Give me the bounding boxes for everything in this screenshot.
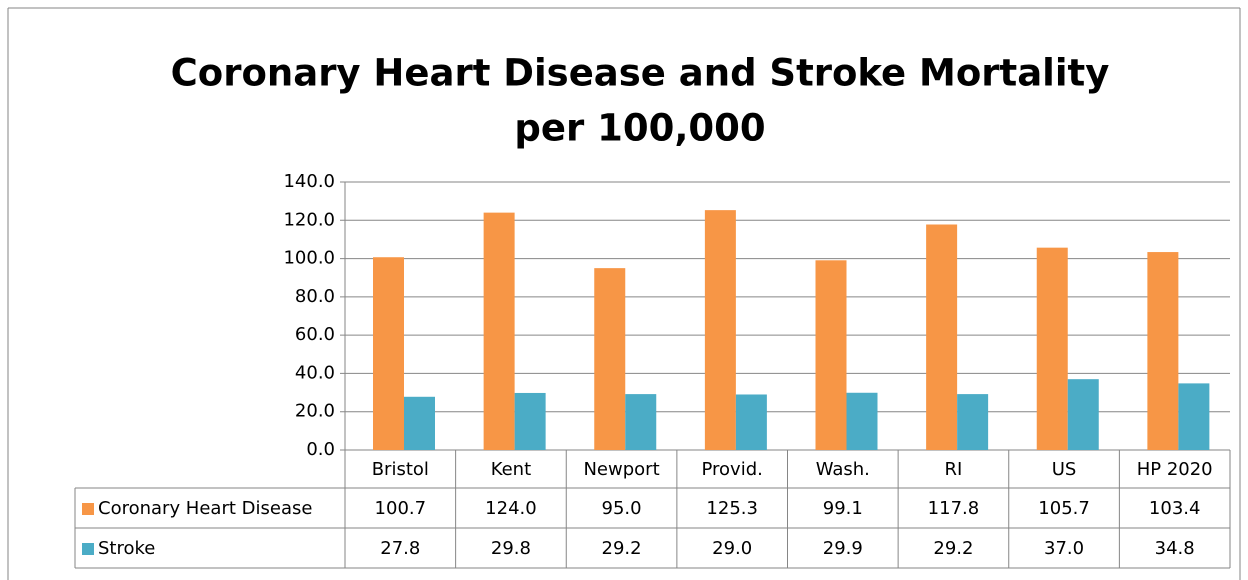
x-tick-label: Newport <box>583 459 659 480</box>
y-tick-label: 60.0 <box>295 324 335 345</box>
legend-swatch <box>82 503 94 515</box>
bar <box>926 224 958 450</box>
table-value: 29.2 <box>933 538 973 559</box>
x-tick-label: Bristol <box>372 459 429 480</box>
x-tick-label: Kent <box>491 459 531 480</box>
table-value: 103.4 <box>1149 498 1201 519</box>
bar <box>594 268 626 450</box>
y-tick-label: 20.0 <box>295 401 335 422</box>
table-value: 105.7 <box>1038 498 1090 519</box>
table-value: 29.9 <box>823 538 863 559</box>
bar <box>373 257 404 450</box>
table-value: 34.8 <box>1155 538 1195 559</box>
bar <box>483 212 515 450</box>
chart-title: per 100,000 <box>514 107 765 150</box>
bar <box>815 260 847 450</box>
bar <box>625 394 657 450</box>
table-value: 125.3 <box>706 498 758 519</box>
bar <box>1147 252 1179 450</box>
legend-label: Coronary Heart Disease <box>98 498 312 519</box>
bar <box>735 394 767 450</box>
table-value: 100.7 <box>375 498 427 519</box>
table-value: 37.0 <box>1044 538 1084 559</box>
bar <box>957 394 989 450</box>
x-tick-label: Provid. <box>702 459 763 480</box>
table-value: 95.0 <box>602 498 642 519</box>
x-tick-label: RI <box>945 459 963 480</box>
y-tick-label: 40.0 <box>295 362 335 383</box>
table-value: 27.8 <box>380 538 420 559</box>
y-tick-label: 0.0 <box>306 439 335 460</box>
bar <box>404 396 435 450</box>
bar <box>1067 379 1099 450</box>
y-tick-label: 100.0 <box>283 248 335 269</box>
bar <box>1036 247 1068 450</box>
table-value: 29.8 <box>491 538 531 559</box>
y-tick-label: 120.0 <box>283 209 335 230</box>
bar <box>1178 383 1210 450</box>
bar <box>514 392 546 450</box>
y-tick-label: 80.0 <box>295 286 335 307</box>
x-tick-label: US <box>1052 459 1077 480</box>
bar <box>704 210 736 450</box>
x-tick-label: HP 2020 <box>1137 459 1213 480</box>
table-value: 29.0 <box>712 538 752 559</box>
table-value: 117.8 <box>928 498 980 519</box>
table-value: 124.0 <box>485 498 537 519</box>
table-value: 99.1 <box>823 498 863 519</box>
x-tick-label: Wash. <box>816 459 870 480</box>
legend-label: Stroke <box>98 538 155 559</box>
table-value: 29.2 <box>602 538 642 559</box>
legend-swatch <box>82 543 94 555</box>
bar <box>846 392 878 450</box>
chart-title: Coronary Heart Disease and Stroke Mortal… <box>171 52 1110 95</box>
y-tick-label: 140.0 <box>283 171 335 192</box>
